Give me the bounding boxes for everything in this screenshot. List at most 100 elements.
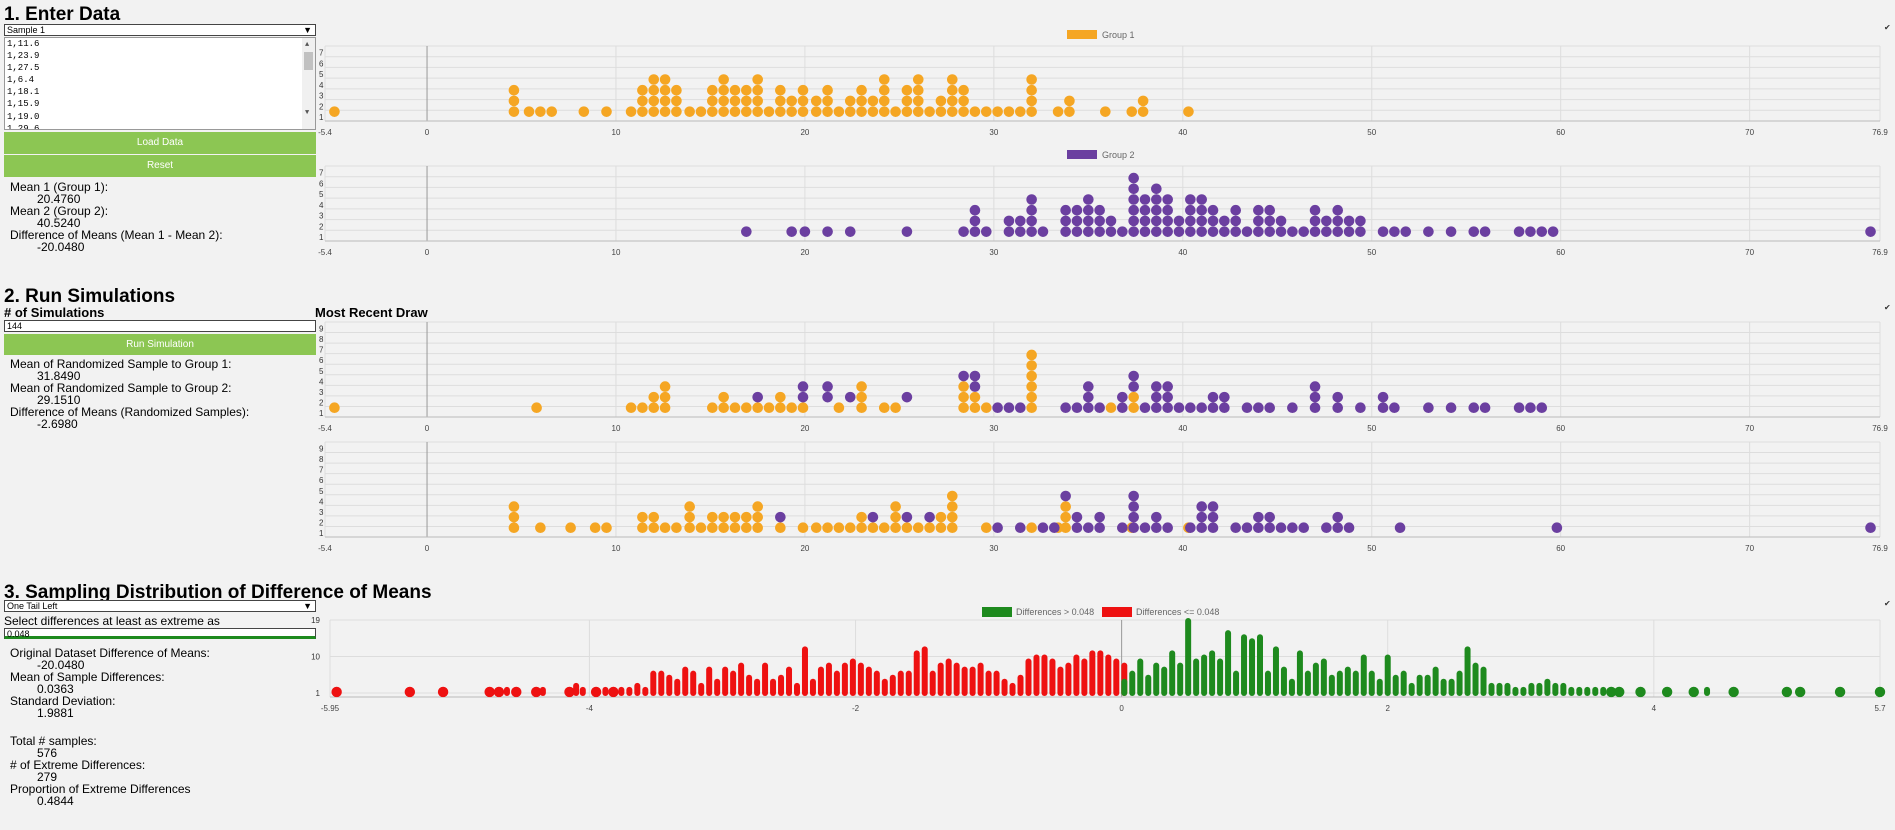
prop-value: 0.4844 bbox=[37, 794, 74, 808]
data-point bbox=[1162, 204, 1173, 216]
histogram-bar bbox=[1249, 638, 1256, 696]
reset-button[interactable]: Reset bbox=[4, 155, 316, 177]
histogram-bar bbox=[786, 666, 793, 696]
data-point bbox=[969, 226, 981, 237]
checkbox-icon[interactable]: ✔ bbox=[1884, 599, 1891, 608]
legend-label: Group 2 bbox=[1102, 150, 1135, 160]
x-tick-label: 5.7 bbox=[1874, 704, 1886, 713]
data-point bbox=[946, 106, 958, 117]
data-point bbox=[981, 106, 992, 117]
data-point bbox=[1275, 522, 1287, 534]
histogram-bar bbox=[746, 674, 753, 696]
histogram-bar bbox=[1728, 686, 1739, 698]
histogram-bar bbox=[608, 686, 619, 698]
data-point bbox=[1037, 226, 1049, 237]
y-tick-label: 3 bbox=[319, 92, 324, 101]
data-point bbox=[1287, 402, 1298, 414]
histogram-bar bbox=[937, 662, 944, 696]
x-tick-label: -2 bbox=[852, 704, 860, 713]
data-textarea[interactable]: 1,11.6 1,23.9 1,27.5 1,6.4 1,18.1 1,15.9 1,19.… bbox=[4, 37, 316, 130]
x-tick-label: 30 bbox=[989, 424, 998, 433]
data-point bbox=[1196, 215, 1207, 227]
extreme-label: Select differences at least as extreme a… bbox=[4, 614, 220, 628]
chevron-down-icon: ▼ bbox=[303, 601, 312, 611]
data-point bbox=[1185, 522, 1196, 534]
checkbox-icon[interactable]: ✔ bbox=[1884, 23, 1891, 32]
legend-label: Differences > 0.048 bbox=[1016, 607, 1094, 617]
histogram-bar bbox=[1416, 674, 1423, 696]
data-point bbox=[1275, 215, 1287, 227]
data-point bbox=[729, 511, 741, 523]
histogram-bar bbox=[1424, 674, 1431, 696]
textarea-scrollbar[interactable]: ▲ ▼ bbox=[302, 38, 315, 129]
rmean1-label: Mean of Randomized Sample to Group 1: bbox=[10, 357, 232, 371]
data-point bbox=[1064, 106, 1075, 117]
data-point bbox=[890, 402, 901, 414]
data-point bbox=[992, 106, 1003, 117]
data-point bbox=[981, 402, 992, 414]
histogram-bar bbox=[873, 670, 880, 696]
data-point bbox=[1151, 522, 1162, 534]
data-point bbox=[707, 84, 718, 96]
scroll-down-icon[interactable]: ▼ bbox=[305, 108, 310, 117]
histogram-bar bbox=[1606, 686, 1617, 698]
data-point bbox=[1128, 226, 1139, 237]
data-point bbox=[810, 522, 822, 534]
data-point bbox=[1377, 402, 1389, 414]
y-tick-label: 4 bbox=[319, 201, 324, 210]
data-point bbox=[637, 95, 648, 107]
y-tick-label: 4 bbox=[319, 81, 324, 90]
extreme-input[interactable]: 0.048 bbox=[4, 628, 316, 639]
data-point bbox=[1151, 381, 1162, 392]
tail-select[interactable]: One Tail Left ▼ bbox=[4, 600, 316, 612]
data-point bbox=[718, 402, 729, 414]
scroll-up-icon[interactable]: ▲ bbox=[305, 41, 310, 49]
histogram-bar bbox=[1794, 686, 1806, 698]
data-point bbox=[1003, 106, 1015, 117]
num-sims-input[interactable]: 144 bbox=[4, 320, 316, 332]
data-point bbox=[1321, 226, 1332, 237]
load-data-button[interactable]: Load Data bbox=[4, 132, 316, 154]
checkbox-icon[interactable]: ✔ bbox=[1884, 303, 1891, 312]
data-point bbox=[1083, 204, 1094, 216]
data-point bbox=[1253, 402, 1264, 414]
data-point bbox=[1060, 204, 1071, 216]
data-point bbox=[1219, 226, 1230, 237]
data-point bbox=[1173, 226, 1185, 237]
y-tick-label: 2 bbox=[319, 102, 324, 111]
run-simulation-button[interactable]: Run Simulation bbox=[4, 334, 316, 355]
data-point bbox=[1298, 522, 1310, 534]
data-point bbox=[890, 501, 901, 512]
num-sims-label: # of Simulations bbox=[4, 305, 105, 320]
data-point bbox=[946, 511, 958, 523]
data-point bbox=[856, 95, 867, 107]
histogram-bar bbox=[921, 646, 928, 696]
data-point bbox=[1389, 402, 1400, 414]
sample-select[interactable]: Sample 1 ▼ bbox=[4, 24, 316, 36]
x-tick-label: 76.9 bbox=[1872, 424, 1888, 433]
data-point bbox=[1151, 391, 1162, 403]
data-point bbox=[752, 402, 763, 414]
data-point bbox=[1309, 204, 1321, 216]
x-tick-label: 60 bbox=[1556, 544, 1565, 553]
data-point bbox=[890, 106, 901, 117]
data-point bbox=[1219, 391, 1230, 403]
histogram-bar bbox=[801, 646, 808, 696]
histogram-bar bbox=[626, 686, 633, 696]
histogram-bar bbox=[1129, 670, 1136, 696]
data-point bbox=[969, 402, 981, 414]
x-tick-label: 76.9 bbox=[1872, 128, 1888, 137]
data-point bbox=[565, 522, 576, 534]
histogram-bar bbox=[817, 666, 824, 696]
histogram-bar bbox=[1432, 666, 1439, 696]
histogram-bar bbox=[1488, 682, 1495, 696]
data-point bbox=[1026, 204, 1037, 216]
data-point bbox=[707, 95, 718, 107]
scroll-thumb[interactable] bbox=[304, 52, 313, 70]
data-point bbox=[1137, 106, 1149, 117]
data-point bbox=[1139, 194, 1151, 205]
y-tick-label: 10 bbox=[311, 652, 320, 661]
data-point bbox=[637, 402, 648, 414]
data-point bbox=[1513, 402, 1525, 414]
x-tick-label: 40 bbox=[1178, 544, 1187, 553]
